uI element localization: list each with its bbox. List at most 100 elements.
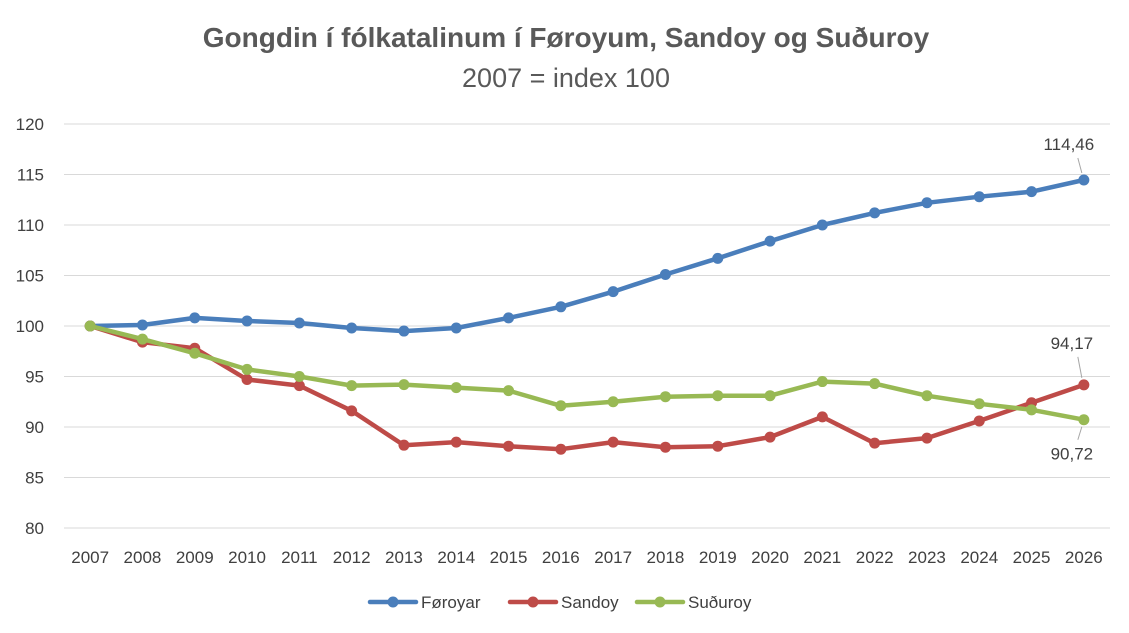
y-tick-label: 100 [16,317,44,336]
data-point [346,380,358,392]
grid-layer [64,123,1110,529]
data-point [973,398,985,410]
x-tick-label: 2007 [71,548,109,567]
x-tick-label: 2020 [751,548,789,567]
legend-label: Suðuroy [688,593,752,612]
data-point [921,197,933,209]
data-point [450,322,462,334]
data-point [189,312,201,324]
legend-label: Føroyar [421,593,481,612]
data-point [241,374,253,386]
legend-marker [387,596,399,608]
legend-label: Sandoy [561,593,619,612]
data-point [869,437,881,449]
data-point [1078,379,1090,391]
series-layer [84,174,1090,455]
data-point [241,363,253,375]
data-point [607,396,619,408]
x-tick-label: 2026 [1065,548,1103,567]
data-point [764,390,776,402]
data-point [607,436,619,448]
data-point [398,325,410,337]
data-labels-layer: 114,46 94,17 90,72 [1043,135,1094,464]
data-point [398,379,410,391]
data-point [607,286,619,298]
x-tick-label: 2025 [1013,548,1051,567]
data-point [84,320,96,332]
data-label: 90,72 [1051,445,1094,464]
data-label: 94,17 [1051,334,1094,353]
x-tick-label: 2011 [281,548,318,567]
y-tick-label: 85 [25,469,44,488]
data-point [921,432,933,444]
data-point [1026,186,1038,198]
data-point [973,191,985,203]
legend: Føroyar Sandoy Suðuroy [367,593,752,612]
data-label-leader [1077,356,1083,378]
series-1 [84,320,1090,455]
data-point [503,385,515,397]
x-tick-label: 2009 [176,548,214,567]
y-tick-label: 105 [16,267,44,286]
x-tick-label: 2010 [228,548,266,567]
data-point [659,441,671,453]
x-tick-label: 2024 [960,548,998,567]
x-tick-label: 2015 [490,548,528,567]
x-tick-label: 2019 [699,548,737,567]
data-point [712,440,724,452]
legend-item-0: Føroyar [367,593,481,612]
series-0 [84,174,1090,337]
y-axis-tick-labels: 80 85 90 95 100 105 110 115 120 [16,115,44,538]
data-point [555,400,567,412]
data-point [869,207,881,219]
y-tick-label: 80 [25,519,44,538]
data-label-leader [1077,426,1083,440]
data-point [503,312,515,324]
legend-item-2: Suðuroy [634,593,752,612]
y-tick-label: 90 [25,418,44,437]
data-point [346,405,358,417]
data-point [293,371,305,382]
data-point [450,436,462,448]
x-tick-label: 2016 [542,548,580,567]
data-point [293,317,305,329]
data-point [973,415,985,427]
x-tick-label: 2023 [908,548,946,567]
y-tick-label: 115 [17,166,44,185]
data-point [503,440,515,452]
data-point [1078,174,1090,186]
data-point [921,390,933,402]
data-point [1026,404,1038,416]
data-point [712,252,724,264]
y-tick-label: 95 [25,368,44,387]
chart-subtitle: 2007 = index 100 [462,63,670,93]
y-tick-label: 120 [16,115,44,134]
x-tick-label: 2018 [647,548,685,567]
data-label-leader [1077,157,1083,174]
data-point [346,322,358,334]
x-tick-label: 2012 [333,548,371,567]
data-point [555,301,567,313]
data-point [816,376,828,388]
legend-marker [527,596,539,608]
data-point [659,268,671,280]
data-point [136,333,148,345]
data-point [450,382,462,394]
chart-title: Gongdin í fólkatalinum í Føroyum, Sandoy… [203,22,930,53]
data-point [764,235,776,247]
data-point [869,378,881,390]
x-tick-label: 2008 [124,548,162,567]
series-2 [84,320,1090,426]
data-point [712,390,724,402]
y-tick-label: 110 [17,216,44,235]
data-label: 114,46 [1043,135,1094,154]
data-point [293,380,305,392]
x-tick-label: 2022 [856,548,894,567]
data-point [1078,414,1090,426]
data-point [764,431,776,443]
legend-marker [654,596,666,608]
data-point [816,219,828,231]
x-tick-label: 2021 [803,548,841,567]
data-point [659,391,671,403]
